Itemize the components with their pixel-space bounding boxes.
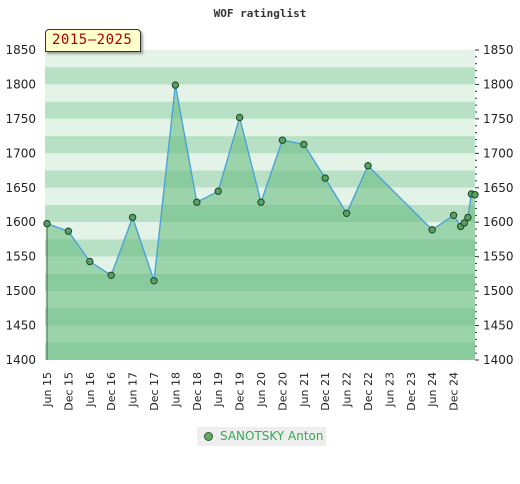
x-axis: Jun 15 Dec 15 Jun 16 Dec 16 Jun 17 Dec 17 Jun … (41, 372, 461, 411)
y-tick-label: 1650 (483, 181, 514, 195)
data-point (428, 226, 436, 234)
data-point (150, 277, 158, 285)
x-tick-label: Dec 23 (405, 372, 418, 411)
background-band (45, 136, 475, 154)
x-tick-label: Dec 15 (62, 372, 75, 411)
y-tick-label: 1450 (483, 319, 514, 333)
data-points (43, 81, 479, 285)
x-tick-label: Dec 24 (448, 372, 461, 411)
x-tick-label: Jun 17 (127, 372, 140, 408)
data-point (193, 198, 201, 206)
legend-marker-icon (204, 432, 213, 441)
data-point (64, 227, 73, 235)
x-tick-label: Jun 16 (84, 372, 97, 408)
x-tick-label: Jun 22 (341, 372, 354, 408)
y-tick-label: 1800 (483, 77, 514, 91)
x-tick-label: Dec 19 (234, 372, 247, 411)
y-tick-label: 1500 (5, 284, 36, 298)
y-tick-label: 1700 (483, 146, 514, 160)
y-axis-right: 1400 1450 1500 1550 1600 1650 1700 1750 1800 1850 (475, 43, 514, 367)
data-point (214, 187, 222, 195)
x-tick-label: Jun 20 (255, 372, 268, 408)
x-tick-label: Dec 17 (148, 372, 161, 411)
y-tick-label: 1550 (483, 250, 514, 264)
y-axis-left: 1400 1450 1500 1550 1600 1650 1700 1750 1800 1850 (5, 43, 36, 367)
y-tick-label: 1450 (5, 319, 36, 333)
data-point (449, 211, 458, 220)
data-point (107, 271, 115, 279)
x-tick-label: Jun 21 (298, 372, 311, 408)
background-band (45, 67, 475, 85)
y-tick-label: 1800 (5, 77, 36, 91)
x-tick-label: Dec 21 (319, 372, 332, 411)
data-point (321, 174, 329, 182)
y-tick-label: 1700 (5, 146, 36, 160)
legend-series-label: SANOTSKY Anton (220, 429, 324, 443)
x-tick-label: Dec 22 (362, 372, 375, 411)
y-tick-label: 1750 (5, 112, 36, 126)
period-badge: 2015–2025 (45, 29, 141, 52)
data-point (471, 191, 479, 199)
x-tick-label: Dec 20 (276, 372, 289, 411)
data-point (86, 257, 94, 266)
background-band (45, 153, 475, 171)
y-tick-label: 1850 (5, 43, 36, 57)
data-point (43, 219, 51, 228)
x-tick-label: Jun 23 (383, 372, 396, 408)
x-tick-label: Jun 19 (212, 372, 225, 408)
series-area (47, 85, 475, 360)
background-band (45, 50, 475, 68)
x-tick-label: Dec 16 (105, 372, 118, 411)
chart-title: WOF ratinglist (214, 7, 307, 20)
data-point (300, 140, 308, 149)
x-tick-label: Jun 24 (426, 372, 439, 408)
data-point (278, 136, 287, 144)
y-tick-label: 1600 (5, 215, 36, 229)
y-tick-label: 1400 (5, 353, 36, 367)
y-tick-label: 1400 (483, 353, 514, 367)
y-tick-label: 1500 (483, 284, 514, 298)
data-point (128, 213, 137, 222)
x-tick-label: Jun 15 (41, 372, 54, 408)
data-point (364, 162, 372, 170)
legend: SANOTSKY Anton (197, 427, 326, 446)
y-tick-label: 1750 (483, 112, 514, 126)
y-tick-label: 1550 (5, 250, 36, 264)
period-label: 2015–2025 (52, 32, 133, 48)
data-point (171, 81, 180, 89)
x-tick-label: Jun 18 (169, 372, 182, 408)
data-point (460, 219, 468, 227)
y-tick-label: 1650 (5, 181, 36, 195)
y-tick-label: 1600 (483, 215, 514, 229)
background-band (45, 84, 475, 102)
y-tick-label: 1850 (483, 43, 514, 57)
background-band (45, 170, 475, 188)
data-point (257, 198, 265, 206)
background-band (45, 118, 475, 137)
x-tick-label: Dec 18 (191, 372, 204, 411)
data-point (464, 213, 472, 222)
data-point (235, 113, 244, 122)
data-point (342, 209, 351, 218)
background-band (45, 101, 475, 119)
